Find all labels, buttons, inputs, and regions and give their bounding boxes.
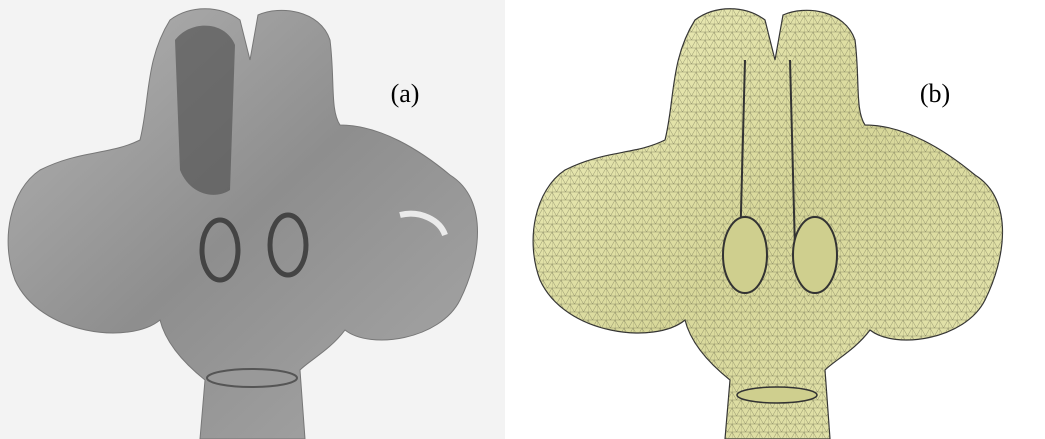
- opening: [207, 369, 297, 387]
- panel-a: (a): [0, 0, 505, 439]
- shading: [175, 26, 235, 195]
- panel-label: (a): [391, 79, 420, 108]
- panel-label: (b): [920, 79, 950, 108]
- opening: [793, 217, 837, 293]
- panel-b: (b): [533, 9, 1002, 439]
- opening: [737, 387, 817, 403]
- opening: [723, 217, 767, 293]
- figure: (a) (b): [0, 0, 1045, 439]
- mesh-overlay: [533, 9, 1002, 439]
